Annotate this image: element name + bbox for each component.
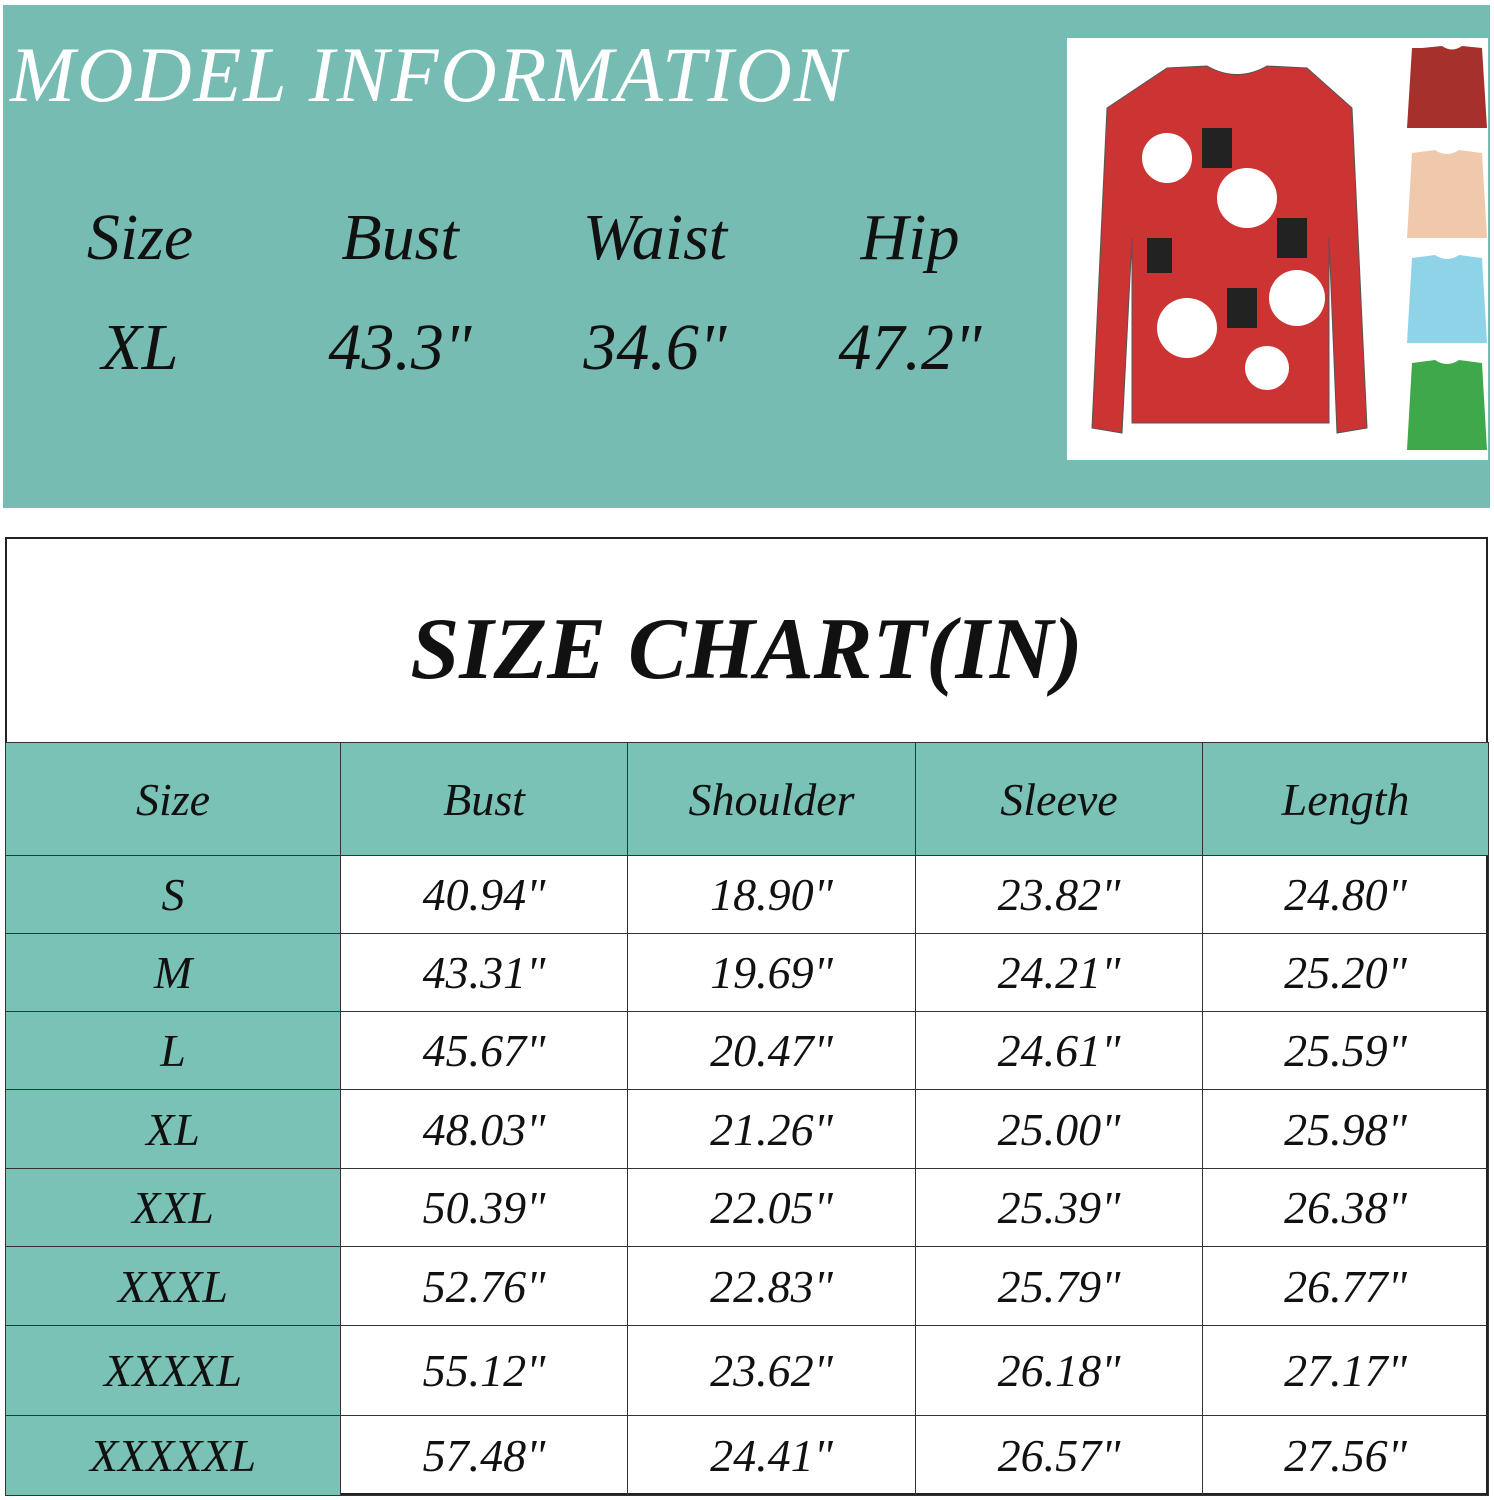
shirt-illustration	[1091, 46, 1487, 450]
measure-cell: 19.69"	[627, 933, 916, 1012]
size-cell: XXXXL	[5, 1325, 341, 1416]
size-cell: XXXXXL	[5, 1415, 341, 1496]
model-header: Bust	[341, 201, 459, 274]
measure-cell: 25.79"	[915, 1246, 1203, 1326]
measure-cell: 50.39"	[340, 1168, 628, 1247]
measure-cell: 25.20"	[1202, 933, 1489, 1012]
model-value: XL	[101, 311, 179, 384]
measure-cell: 40.94"	[340, 855, 628, 934]
size-cell: M	[5, 933, 341, 1012]
header-cell: Size	[5, 742, 341, 856]
measure-cell: 27.56"	[1202, 1415, 1489, 1496]
size-cell: XXXL	[5, 1246, 341, 1326]
measure-cell: 23.82"	[915, 855, 1203, 934]
size-cell: L	[5, 1011, 341, 1090]
measure-cell: 22.83"	[627, 1246, 916, 1326]
measure-cell: 25.98"	[1202, 1089, 1489, 1169]
measure-cell: 26.38"	[1202, 1168, 1489, 1247]
model-header: Waist	[582, 201, 728, 274]
measure-cell: 23.62"	[627, 1325, 916, 1416]
measure-cell: 21.26"	[627, 1089, 916, 1169]
model-title: MODEL INFORMATION	[10, 31, 848, 118]
measure-cell: 27.17"	[1202, 1325, 1489, 1416]
size-cell: XXL	[5, 1168, 341, 1247]
measure-cell: 26.18"	[915, 1325, 1203, 1416]
chart-title: SIZE CHART(IN)	[410, 601, 1083, 698]
measure-cell: 55.12"	[340, 1325, 628, 1416]
size-cell: XL	[5, 1089, 341, 1169]
measure-cell: 24.41"	[627, 1415, 916, 1496]
model-header: Size	[86, 201, 194, 274]
measure-cell: 20.47"	[627, 1011, 916, 1090]
model-value: 47.2"	[838, 311, 982, 384]
measure-cell: 24.61"	[915, 1011, 1203, 1090]
header-cell: Shoulder	[627, 742, 916, 856]
size-cell: S	[5, 855, 341, 934]
measure-cell: 45.67"	[340, 1011, 628, 1090]
measure-cell: 25.59"	[1202, 1011, 1489, 1090]
model-header: Hip	[860, 201, 960, 274]
measure-cell: 26.57"	[915, 1415, 1203, 1496]
measure-cell: 43.31"	[340, 933, 628, 1012]
measure-cell: 26.77"	[1202, 1246, 1489, 1326]
measure-cell: 48.03"	[340, 1089, 628, 1169]
measure-cell: 57.48"	[340, 1415, 628, 1496]
product-photo	[1067, 38, 1488, 460]
measure-cell: 24.21"	[915, 933, 1203, 1012]
size-chart: SIZE CHART(IN) Size Bust Shoulder Sleeve Len…	[5, 537, 1489, 1496]
model-value: 43.3"	[328, 311, 472, 384]
measure-cell: 22.05"	[627, 1168, 916, 1247]
measure-cell: 52.76"	[340, 1246, 628, 1326]
header-cell: Sleeve	[915, 742, 1203, 856]
measure-cell: 25.00"	[915, 1089, 1203, 1169]
measure-cell: 24.80"	[1202, 855, 1489, 934]
header-cell: Bust	[340, 742, 628, 856]
measure-cell: 18.90"	[627, 855, 916, 934]
measure-cell: 25.39"	[915, 1168, 1203, 1247]
model-value: 34.6"	[583, 311, 727, 384]
header-cell: Length	[1202, 742, 1489, 856]
